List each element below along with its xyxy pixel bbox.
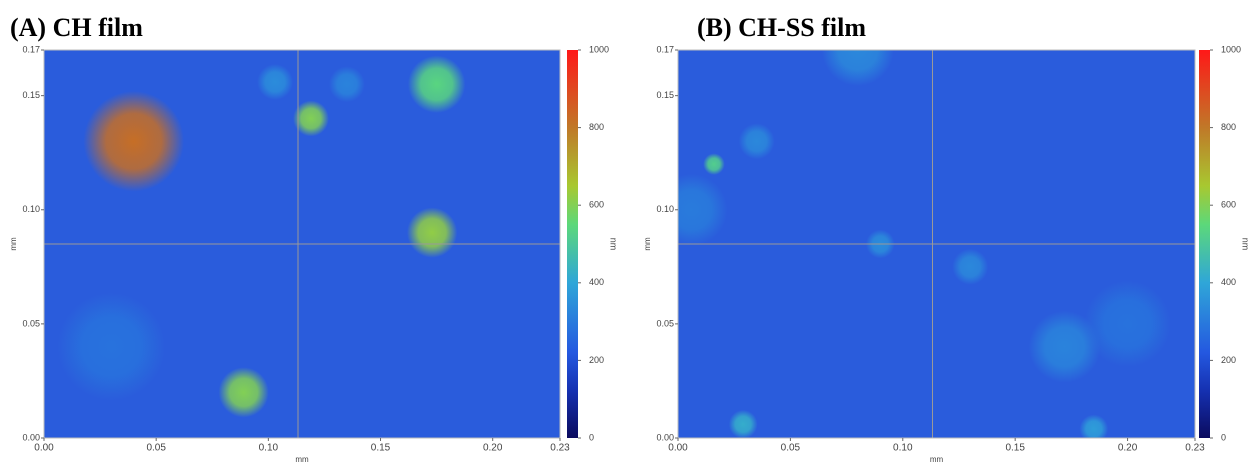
y-tick-label: 0.00 — [22, 432, 40, 442]
colorbar-tick-label: 0 — [1221, 432, 1226, 442]
heatmap-area — [678, 50, 1171, 438]
colorbar-tick-label: 200 — [1221, 355, 1236, 365]
y-tick-label: 0.15 — [22, 90, 40, 100]
panel-title: (A) CH film — [10, 13, 143, 42]
spot — [83, 91, 184, 192]
spot — [257, 64, 294, 100]
y-tick-label: 0.05 — [22, 318, 40, 328]
x-tick-label: 0.05 — [146, 443, 166, 454]
colorbar — [567, 50, 578, 438]
y-tick-label: 0.15 — [656, 90, 674, 100]
spot — [293, 100, 329, 137]
spot — [218, 367, 269, 418]
x-tick-label: 0.23 — [1185, 443, 1205, 454]
y-axis-label: mm — [643, 237, 652, 251]
colorbar-tick-label: 0 — [589, 432, 594, 442]
x-tick-label: 0.10 — [893, 443, 913, 454]
x-tick-label: 0.00 — [668, 443, 688, 454]
x-axis-label: mm — [930, 455, 944, 463]
spot — [738, 123, 775, 160]
colorbar-tick-label: 1000 — [589, 44, 609, 54]
colorbar-tick-label: 1000 — [1221, 44, 1241, 54]
y-tick-label: 0.05 — [656, 318, 674, 328]
colorbar-tick-label: 800 — [589, 122, 604, 132]
spot — [678, 173, 728, 246]
spot — [703, 153, 725, 175]
spot — [57, 292, 166, 401]
x-tick-label: 0.00 — [34, 443, 54, 454]
spot — [952, 248, 989, 285]
x-tick-label: 0.15 — [1005, 443, 1025, 454]
spot — [1084, 280, 1171, 368]
plot-frame — [677, 49, 1196, 439]
colorbar-tick-label: 800 — [1221, 122, 1236, 132]
colorbar-tick-label: 400 — [1221, 277, 1236, 287]
colorbar-label: nm — [609, 238, 619, 251]
spot — [821, 50, 894, 86]
x-tick-label: 0.20 — [483, 443, 503, 454]
y-tick-label: 0.10 — [656, 204, 674, 214]
x-tick-label: 0.20 — [1118, 443, 1138, 454]
y-axis-label: mm — [9, 237, 18, 251]
colorbar-tick-label: 600 — [589, 200, 604, 210]
panel-title: (B) CH-SS film — [697, 13, 866, 42]
y-tick-label: 0.17 — [22, 44, 40, 54]
heatmap-area — [57, 55, 466, 418]
plot-frame — [43, 49, 561, 439]
y-tick-label: 0.00 — [656, 432, 674, 442]
colorbar-tick-label: 400 — [589, 277, 604, 287]
x-tick-label: 0.15 — [371, 443, 391, 454]
colorbar-tick-label: 200 — [589, 355, 604, 365]
x-tick-label: 0.05 — [781, 443, 801, 454]
spot — [406, 207, 458, 258]
x-axis-label: mm — [295, 455, 309, 463]
colorbar — [1199, 50, 1210, 438]
spot — [1079, 414, 1109, 438]
spot — [1028, 310, 1101, 383]
y-tick-label: 0.10 — [22, 204, 40, 214]
spot — [407, 55, 466, 113]
colorbar-label: nm — [1241, 238, 1251, 251]
spot — [728, 409, 758, 438]
spot — [328, 66, 365, 103]
x-tick-label: 0.23 — [550, 443, 570, 454]
x-tick-label: 0.10 — [259, 443, 279, 454]
y-tick-label: 0.17 — [656, 44, 674, 54]
colorbar-tick-label: 600 — [1221, 200, 1236, 210]
